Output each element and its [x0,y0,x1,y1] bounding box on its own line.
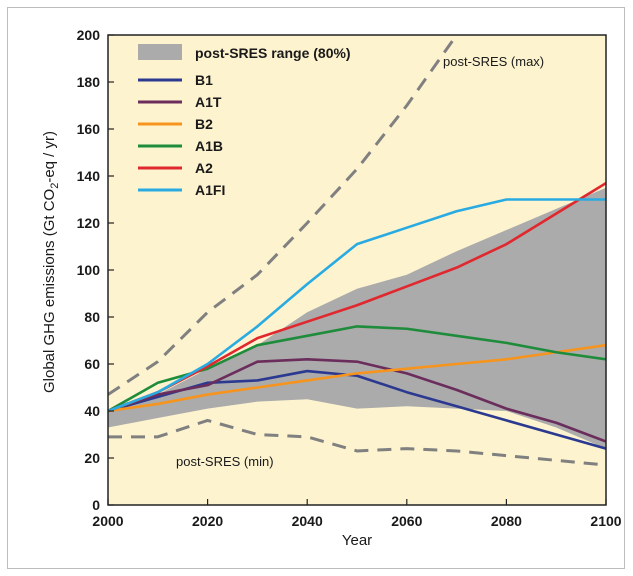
y-tick-label: 100 [77,262,101,278]
y-tick-label: 180 [77,74,101,90]
y-axis-label: Global GHG emissions (Gt CO2-eq / yr) [41,131,61,393]
legend-label-a1t: A1T [195,94,222,110]
legend-label-b1: B1 [195,72,213,88]
annotation-post-sres-min: post-SRES (min) [176,454,274,469]
y-tick-label: 60 [84,356,100,372]
annotation-post-sres-max: post-SRES (max) [443,54,544,69]
x-tick-label: 2100 [590,513,621,529]
legend: post-SRES range (80%) B1 A1T B2 A1B A2 A1FI [138,44,351,198]
legend-swatch-range [138,44,182,60]
y-tick-label: 40 [84,403,100,419]
legend-label-b2: B2 [195,116,213,132]
x-tick-label: 2040 [292,513,323,529]
series-line-a2 [108,181,606,413]
legend-label-a1fi: A1FI [195,182,225,198]
y-tick-label: 20 [84,450,100,466]
series-line-post-sres-min [108,418,606,467]
y-tick-label: 0 [92,497,100,513]
y-tick-label: 140 [77,168,101,184]
y-tick-label: 160 [77,121,101,137]
series-line-a1fi [108,198,606,413]
legend-label-a2: A2 [195,160,213,176]
x-tick-label: 2020 [192,513,223,529]
y-axis-label-main: Global GHG emissions (Gt CO [41,189,58,393]
y-tick-label: 80 [84,309,100,325]
series-line-a1t [108,357,606,443]
y-tick-label: 200 [77,27,101,43]
series-line-post-sres-max [108,35,458,396]
y-axis-label-tail: -eq / yr) [41,131,58,183]
legend-label-a1b: A1B [195,138,223,154]
legend-label-range: post-SRES range (80%) [195,45,351,61]
x-tick-label: 2000 [92,513,123,529]
series-line-b2 [108,343,606,413]
x-tick-label: 2060 [391,513,422,529]
x-axis-label: Year [342,532,372,549]
post-sres-range-band [108,187,606,449]
y-axis-label-subscript: 2 [49,183,61,189]
x-tick-label: 2080 [491,513,522,529]
y-tick-label: 120 [77,215,101,231]
